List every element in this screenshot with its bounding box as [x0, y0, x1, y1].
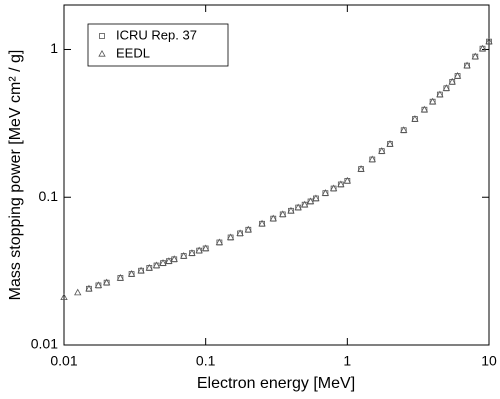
plot-frame	[63, 4, 490, 346]
marker-triangle	[321, 189, 330, 196]
marker-triangle	[279, 210, 287, 218]
y-tick-label: 0.01	[31, 336, 58, 352]
marker-triangle	[312, 194, 320, 202]
marker-triangle	[306, 197, 315, 205]
marker-triangle	[453, 72, 462, 79]
marker-triangle	[329, 184, 338, 192]
marker-triangle	[337, 180, 345, 188]
marker-triangle	[137, 266, 145, 274]
marker-triangle	[400, 126, 408, 133]
marker-triangle	[386, 140, 394, 147]
marker-triangle	[287, 206, 295, 214]
marker-triangle	[215, 238, 224, 246]
marker-triangle	[236, 229, 244, 237]
marker-triangle	[471, 52, 479, 60]
marker-triangle	[428, 97, 437, 105]
marker-triangle	[294, 203, 302, 211]
marker-triangle	[152, 261, 161, 269]
marker-triangle	[411, 115, 419, 122]
marker-triangle	[102, 278, 111, 286]
marker-triangle	[448, 77, 456, 85]
legend-label: EEDL	[116, 45, 150, 60]
marker-triangle	[436, 90, 444, 98]
x-tick-label: 0.1	[196, 353, 216, 369]
marker-triangle	[116, 273, 125, 281]
marker-triangle	[188, 249, 196, 256]
y-tick-label: 0.1	[39, 188, 59, 204]
marker-triangle	[485, 37, 493, 45]
marker-triangle	[442, 84, 451, 91]
marker-triangle	[170, 255, 178, 262]
marker-triangle	[85, 284, 93, 292]
marker-triangle	[258, 219, 266, 227]
x-axis-label: Electron energy [MeV]	[197, 375, 355, 392]
x-tick-label: 1	[343, 353, 351, 369]
marker-triangle	[127, 270, 136, 277]
marker-triangle	[98, 49, 106, 57]
legend-label: ICRU Rep. 37	[116, 27, 197, 42]
marker-triangle	[343, 176, 352, 184]
legend-box	[87, 23, 229, 67]
marker-triangle	[357, 165, 365, 172]
marker-triangle	[74, 288, 82, 296]
x-tick-label: 0.01	[50, 353, 77, 369]
marker-triangle	[180, 252, 188, 259]
y-tick-label: 1	[50, 40, 58, 56]
marker-triangle	[195, 246, 203, 254]
marker-triangle	[201, 244, 210, 252]
marker-triangle	[244, 225, 252, 233]
x-tick-label: 10	[481, 353, 497, 369]
marker-triangle	[301, 200, 309, 208]
marker-triangle	[463, 61, 471, 69]
y-axis-label: Mass stopping power [MeV cm² / g]	[7, 50, 24, 301]
marker-triangle	[165, 257, 173, 264]
marker-triangle	[420, 105, 429, 113]
marker-triangle	[378, 147, 386, 154]
marker-triangle	[159, 259, 167, 266]
marker-triangle	[60, 293, 68, 300]
marker-square	[99, 33, 105, 39]
marker-triangle	[145, 263, 153, 271]
marker-triangle	[368, 155, 376, 163]
marker-triangle	[226, 233, 235, 241]
marker-triangle	[478, 44, 487, 52]
marker-triangle	[269, 214, 277, 222]
marker-triangle	[94, 281, 103, 289]
